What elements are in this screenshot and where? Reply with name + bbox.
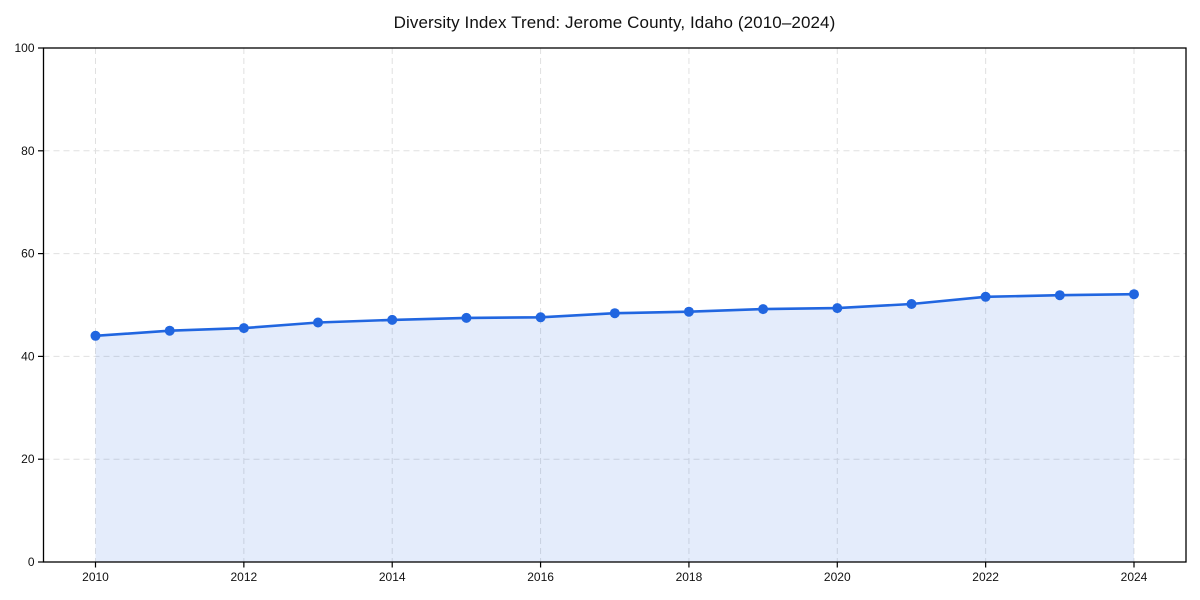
data-point-marker <box>980 291 991 302</box>
x-tick-label: 2014 <box>379 570 406 584</box>
data-point-marker <box>238 323 249 334</box>
data-point-marker <box>90 330 101 341</box>
y-tick-label: 40 <box>21 349 35 363</box>
plot-border <box>42 47 1187 563</box>
x-tick-label: 2012 <box>231 570 258 584</box>
y-tick-label: 60 <box>21 247 35 261</box>
x-tick-label: 2024 <box>1121 570 1148 584</box>
x-tick-label: 2018 <box>676 570 703 584</box>
area-fill <box>95 294 1134 562</box>
y-tick-label: 0 <box>28 555 35 569</box>
data-point-marker <box>387 314 398 325</box>
x-tick-label: 2022 <box>972 570 999 584</box>
x-tick-label: 2016 <box>527 570 554 584</box>
data-point-marker <box>832 303 843 314</box>
y-tick-label: 100 <box>14 41 34 55</box>
data-point-marker <box>461 312 472 323</box>
y-tick-label: 80 <box>21 144 35 158</box>
x-tick-label: 2010 <box>82 570 109 584</box>
chart-title: Diversity Index Trend: Jerome County, Id… <box>393 13 836 32</box>
data-point-marker <box>164 325 175 336</box>
data-point-marker <box>758 304 769 315</box>
data-point-marker <box>609 308 620 319</box>
data-point-marker <box>683 306 694 317</box>
data-point-marker <box>906 299 917 309</box>
x-tick-label: 2020 <box>824 570 851 584</box>
data-point-marker <box>535 312 546 323</box>
y-tick-label: 20 <box>21 452 35 466</box>
data-point-marker <box>1054 290 1065 301</box>
data-point-marker <box>313 317 323 328</box>
data-point-marker <box>1129 289 1139 300</box>
